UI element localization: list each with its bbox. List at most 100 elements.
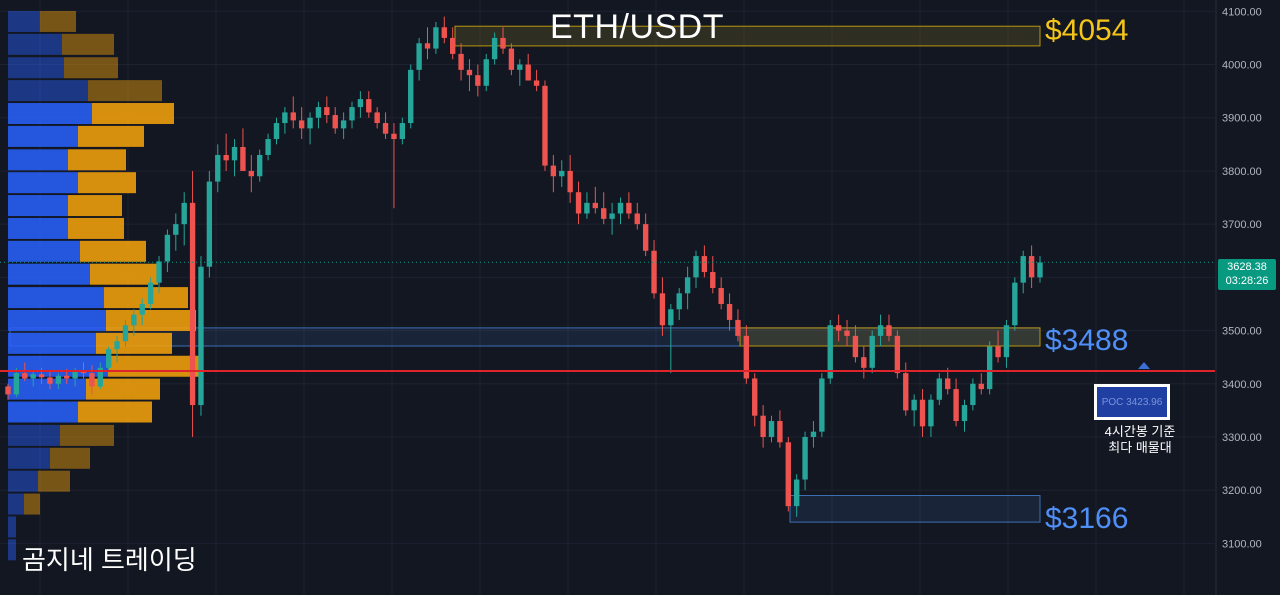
candle-body bbox=[1037, 262, 1043, 278]
profile-sell-bar bbox=[90, 263, 158, 285]
profile-buy-bar bbox=[8, 470, 38, 492]
chart-grid bbox=[0, 0, 1215, 595]
candle-body bbox=[533, 80, 540, 86]
price-zones bbox=[9, 25, 1041, 523]
candle-body bbox=[567, 170, 573, 193]
volume-profile bbox=[8, 10, 200, 561]
last-price-value: 3628.38 bbox=[1227, 261, 1267, 273]
candle-body bbox=[802, 436, 808, 480]
candle-body bbox=[1012, 282, 1018, 326]
candle-body bbox=[198, 266, 204, 406]
poc-marker bbox=[1138, 362, 1150, 370]
candle-body bbox=[282, 112, 288, 124]
profile-buy-bar bbox=[8, 172, 78, 194]
y-tick-label: 3300.00 bbox=[1222, 432, 1262, 444]
zone-box bbox=[789, 495, 1041, 523]
candle-body bbox=[609, 213, 615, 219]
candle-body bbox=[307, 117, 313, 129]
profile-sell-bar bbox=[50, 447, 90, 469]
candle-body bbox=[936, 378, 943, 400]
y-tick-label: 3700.00 bbox=[1222, 219, 1262, 231]
profile-buy-bar bbox=[8, 10, 40, 32]
candle-body bbox=[601, 208, 607, 219]
profile-buy-bar bbox=[8, 103, 92, 125]
profile-sell-bar bbox=[60, 424, 114, 446]
candle-body bbox=[1003, 325, 1010, 358]
candle-body bbox=[659, 293, 666, 326]
candle-body bbox=[131, 314, 137, 326]
candle-body bbox=[953, 389, 959, 422]
candle-body bbox=[89, 373, 95, 387]
profile-sell-bar bbox=[80, 240, 146, 262]
profile-sell-bar bbox=[88, 80, 162, 102]
profile-sell-bar bbox=[40, 10, 76, 32]
profile-buy-bar bbox=[8, 240, 80, 262]
candle-body bbox=[852, 335, 859, 358]
candle-body bbox=[861, 357, 867, 368]
candle-body bbox=[844, 330, 850, 336]
candle-body bbox=[710, 272, 716, 288]
candle-body bbox=[139, 303, 145, 315]
candle-body bbox=[869, 335, 875, 368]
last-price-tag: 3628.38 03:28:26 bbox=[1218, 259, 1276, 290]
candle-body bbox=[357, 99, 364, 108]
candle-body bbox=[978, 383, 984, 390]
poc-annotation: 4시간봉 기준 최다 매물대 bbox=[1100, 424, 1180, 456]
profile-sell-bar bbox=[38, 470, 70, 492]
profile-sell-bar bbox=[86, 378, 160, 400]
y-tick-label: 3900.00 bbox=[1222, 113, 1262, 125]
profile-sell-bar bbox=[78, 125, 144, 147]
candle-body bbox=[391, 133, 397, 140]
candle-body bbox=[919, 399, 926, 427]
candle-body bbox=[760, 415, 766, 437]
candle-body bbox=[835, 325, 842, 331]
candle-body bbox=[642, 224, 649, 251]
candle-body bbox=[315, 107, 322, 118]
candle-body bbox=[324, 107, 330, 116]
candle-body bbox=[559, 170, 565, 177]
profile-buy-bar bbox=[8, 217, 68, 239]
candle-body bbox=[13, 373, 20, 395]
candle-body bbox=[877, 325, 884, 336]
candle-body bbox=[508, 48, 515, 70]
candle-body bbox=[768, 421, 775, 437]
candle-body bbox=[147, 282, 154, 304]
candle-body bbox=[466, 69, 473, 76]
candle-body bbox=[30, 374, 36, 379]
profile-buy-bar bbox=[8, 516, 16, 538]
candle-body bbox=[491, 37, 498, 60]
candle-body bbox=[651, 250, 657, 294]
candle-body bbox=[668, 309, 674, 326]
profile-buy-bar bbox=[8, 309, 106, 331]
candle-body bbox=[97, 367, 103, 387]
candle-body bbox=[743, 335, 750, 379]
profile-buy-bar bbox=[8, 424, 60, 446]
profile-sell-bar bbox=[68, 217, 124, 239]
poc-value-label: POC 3423.96 bbox=[1101, 396, 1163, 408]
candle-body bbox=[542, 85, 548, 166]
profile-sell-bar bbox=[104, 287, 188, 309]
candle-body bbox=[475, 75, 481, 86]
support-level-label: $3166 bbox=[1045, 502, 1129, 535]
candle-body bbox=[399, 123, 406, 140]
candle-body bbox=[819, 378, 825, 432]
candle-body bbox=[793, 479, 800, 507]
profile-sell-bar bbox=[92, 103, 174, 125]
zone-box bbox=[454, 25, 1041, 47]
candle-body bbox=[55, 375, 62, 384]
resistance-level-label: $4054 bbox=[1045, 14, 1129, 47]
price-axis[interactable]: 4100.004000.003900.003800.003700.003600.… bbox=[1215, 0, 1262, 595]
candle-body bbox=[433, 27, 439, 49]
candle-body bbox=[72, 370, 78, 379]
candle-body bbox=[290, 112, 296, 121]
candle-body bbox=[575, 192, 582, 214]
poc-badge[interactable]: POC 3423.96 bbox=[1094, 384, 1170, 420]
candle-body bbox=[5, 386, 11, 395]
poc-note-line2: 최다 매물대 bbox=[1108, 440, 1172, 455]
candle-body bbox=[231, 147, 238, 161]
candle-body bbox=[114, 341, 120, 350]
profile-sell-bar bbox=[106, 309, 196, 331]
candle-body bbox=[424, 43, 431, 49]
candle-body bbox=[47, 377, 53, 384]
